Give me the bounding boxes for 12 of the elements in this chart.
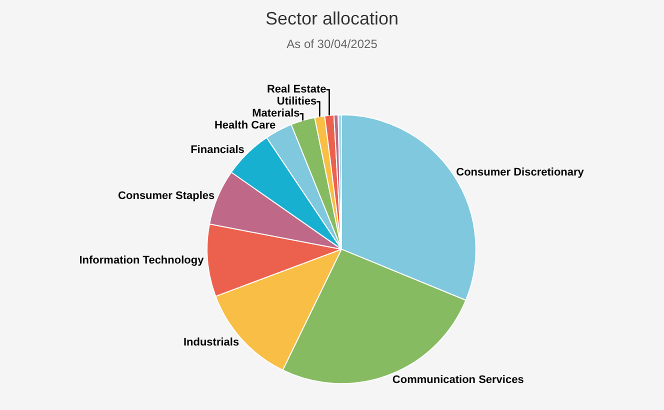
slice-label: Financials	[190, 144, 244, 156]
slice-label: Real Estate	[266, 84, 326, 96]
slice-label: Consumer Discretionary	[456, 166, 585, 178]
slice-label: Industrials	[183, 336, 240, 348]
slice-label: Information Technology	[79, 254, 205, 267]
chart-title: Sector allocation	[265, 8, 399, 29]
chart-subtitle: As of 30/04/2025	[286, 37, 378, 51]
slice-label: Materials	[252, 108, 300, 120]
slice-label: Utilities	[276, 96, 317, 108]
slice-label: Health Care	[214, 120, 276, 132]
slice-label: Communication Services	[392, 374, 524, 386]
slice-label: Consumer Staples	[118, 190, 215, 202]
